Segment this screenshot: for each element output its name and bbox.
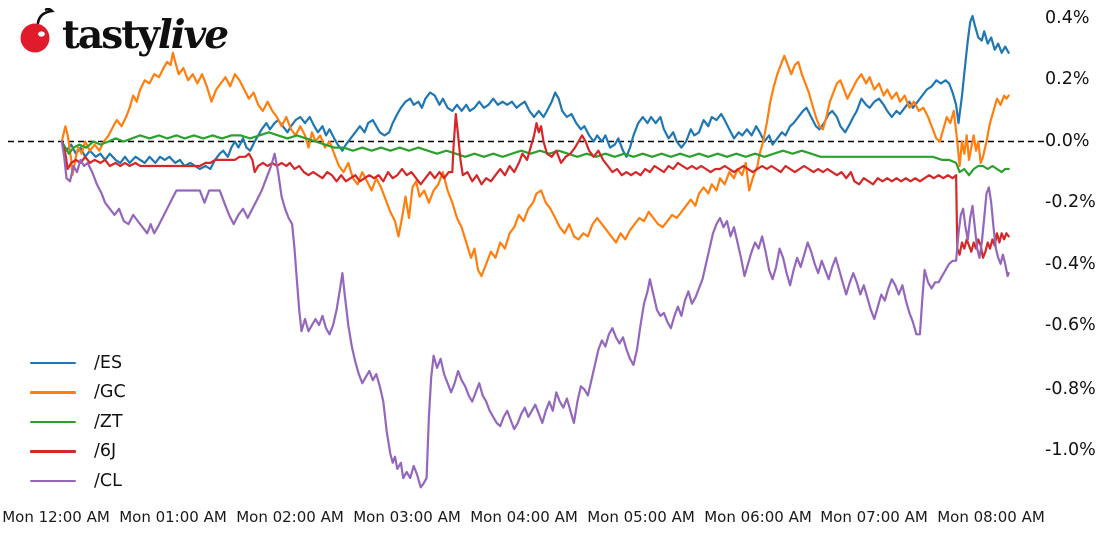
- y-tick-0.0: 0.0%: [1045, 131, 1090, 151]
- legend-label-gc: /GC: [94, 382, 126, 403]
- logo-text-live: live: [157, 12, 229, 58]
- x-tick-2am: Mon 02:00 AM: [236, 508, 344, 526]
- legend-item-es: /ES: [30, 348, 126, 378]
- gc-line-swatch: [30, 391, 76, 394]
- series-line-gc: [60, 51, 1010, 278]
- y-tick--0.8: -0.8%: [1045, 379, 1096, 399]
- y-tick--0.4: -0.4%: [1045, 254, 1096, 274]
- logo-text-tasty: tasty: [62, 12, 160, 58]
- y-tick--0.6: -0.6%: [1045, 315, 1096, 335]
- y-tick-0.4: 0.4%: [1045, 8, 1090, 28]
- legend: /ES /GC /ZT /6J /CL: [30, 348, 126, 496]
- legend-label-6j: /6J: [94, 441, 117, 462]
- series-line-6j: [60, 112, 1010, 259]
- 6j-line-swatch: [30, 450, 76, 453]
- x-tick-1am: Mon 01:00 AM: [119, 508, 227, 526]
- x-tick-6am: Mon 06:00 AM: [704, 508, 812, 526]
- legend-item-cl: /CL: [30, 466, 126, 496]
- legend-label-cl: /CL: [94, 470, 122, 491]
- tastylive-logo: tastylive: [16, 8, 229, 60]
- series-line-es: [60, 14, 1010, 171]
- zt-line-swatch: [30, 420, 76, 423]
- x-tick-7am: Mon 07:00 AM: [820, 508, 928, 526]
- x-tick-3am: Mon 03:00 AM: [353, 508, 461, 526]
- legend-label-es: /ES: [94, 352, 123, 373]
- legend-label-zt: /ZT: [94, 411, 123, 432]
- y-tick--1.0: -1.0%: [1045, 440, 1096, 460]
- legend-item-zt: /ZT: [30, 407, 126, 437]
- series-line-zt: [60, 131, 1010, 177]
- logo-wordmark: tastylive: [62, 10, 229, 60]
- cherry-icon: [20, 8, 55, 53]
- es-line-swatch: [30, 361, 76, 364]
- legend-item-6j: /6J: [30, 437, 126, 467]
- x-tick-12am: Mon 12:00 AM: [2, 508, 110, 526]
- series-lines: [60, 14, 1010, 489]
- x-tick-8am: Mon 08:00 AM: [937, 508, 1045, 526]
- x-tick-4am: Mon 04:00 AM: [470, 508, 578, 526]
- cl-line-swatch: [30, 479, 76, 482]
- x-tick-5am: Mon 05:00 AM: [587, 508, 695, 526]
- y-tick--0.2: -0.2%: [1045, 192, 1096, 212]
- legend-item-gc: /GC: [30, 378, 126, 408]
- y-tick-0.2: 0.2%: [1045, 69, 1090, 89]
- series-line-cl: [60, 140, 1010, 489]
